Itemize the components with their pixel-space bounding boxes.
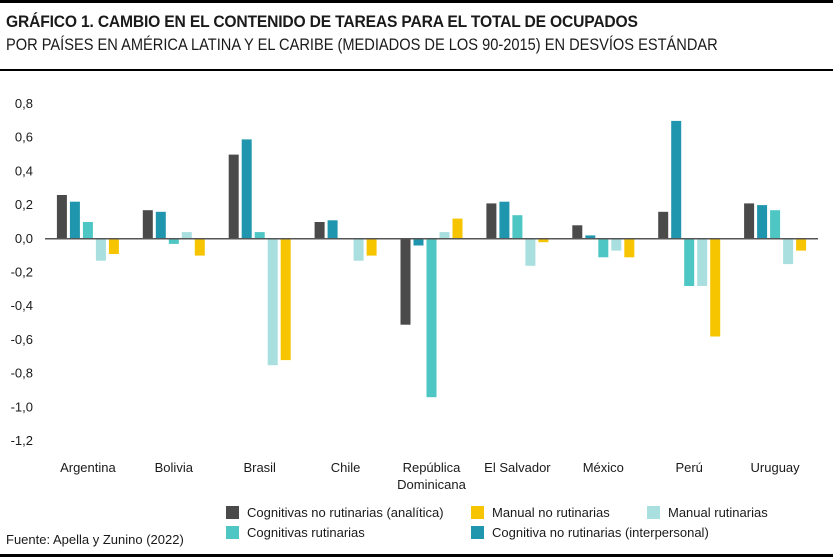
y-tick-label: -0,2 [11,265,33,280]
legend-item: Manual no rutinarias [471,505,610,520]
bar [611,238,622,251]
chart-title: GRÁFICO 1. CAMBIO EN EL CONTENIDO DE TAR… [6,12,638,31]
bar [95,238,106,261]
y-tick-label: 0,2 [15,197,33,212]
title-block: GRÁFICO 1. CAMBIO EN EL CONTENIDO DE TAR… [6,12,828,55]
category-label: Chile [331,460,361,475]
bar [624,238,635,258]
category-label: Argentina [60,460,116,475]
legend-label: Cognitiva no rutinarias (interpersonal) [492,525,709,540]
y-tick-label: 0,6 [15,130,33,145]
legend-item: Cognitiva no rutinarias (interpersonal) [471,525,709,540]
bar [783,238,794,265]
y-tick-label: -1,2 [11,433,33,448]
legend-label: Cognitivas no rutinarias (analítica) [247,505,444,520]
category-label: Brasil [243,460,276,475]
legend-swatch [647,506,660,519]
y-tick-label: -1,0 [11,399,33,414]
legend-label: Manual no rutinarias [492,505,610,520]
bar [69,201,80,239]
source-note: Fuente: Apella y Zunino (2022) [6,532,184,547]
bar [280,238,291,361]
legend-label: Manual rutinarias [668,505,768,520]
bar [585,235,596,239]
bar [181,232,192,239]
bar [254,232,265,239]
bar [658,211,669,239]
legend-item: Cognitivas no rutinarias (analítica) [226,505,444,520]
bar [710,238,721,337]
bar [168,238,179,244]
bar [684,238,695,286]
legend-swatch [471,526,484,539]
bar [142,210,153,239]
bar [413,238,424,246]
bar [512,215,523,239]
bar [796,238,807,251]
bar [538,238,549,243]
bar [486,203,497,239]
bar [439,232,450,239]
bar [82,222,93,239]
bar [241,139,252,239]
bar [314,222,325,239]
bar [267,238,278,366]
bar [327,220,338,239]
y-tick-label: -0,6 [11,332,33,347]
bar [400,238,411,325]
bar [499,201,510,239]
legend-label: Cognitivas rutinarias [247,525,365,540]
top-rule [0,0,833,3]
bar [572,225,583,239]
bottom-rule [0,554,833,557]
y-tick-label: -0,8 [11,366,33,381]
legend-item: Cognitivas rutinarias [226,525,365,540]
bar [525,238,536,266]
category-label: Bolivia [155,460,194,475]
y-tick-label: 0,0 [15,231,33,246]
bar [598,238,609,258]
bar [744,203,755,239]
category-label: El Salvador [484,460,551,475]
legend-swatch [226,526,239,539]
bar [757,205,768,239]
bar [697,238,708,286]
y-tick-label: 0,8 [15,96,33,111]
category-label: Uruguay [751,460,801,475]
chart-subtitle: POR PAÍSES EN AMÉRICA LATINA Y EL CARIBE… [6,35,718,54]
bar [228,154,239,239]
category-label: Dominicana [397,477,466,492]
bar [194,238,205,256]
bar [353,238,364,261]
bar [366,238,377,256]
bar [426,238,437,398]
bar [155,211,166,239]
category-label: República [403,460,462,475]
title-rule [0,69,833,71]
category-label: Perú [675,460,702,475]
legend-swatch [471,506,484,519]
y-tick-label: 0,4 [15,163,33,178]
bar [671,120,682,239]
bar [108,238,119,254]
legend-swatch [226,506,239,519]
bar [770,210,781,239]
legend-item: Manual rutinarias [647,505,768,520]
y-tick-label: -0,4 [11,298,33,313]
bar [452,218,463,239]
category-label: México [583,460,624,475]
bar [56,195,67,239]
